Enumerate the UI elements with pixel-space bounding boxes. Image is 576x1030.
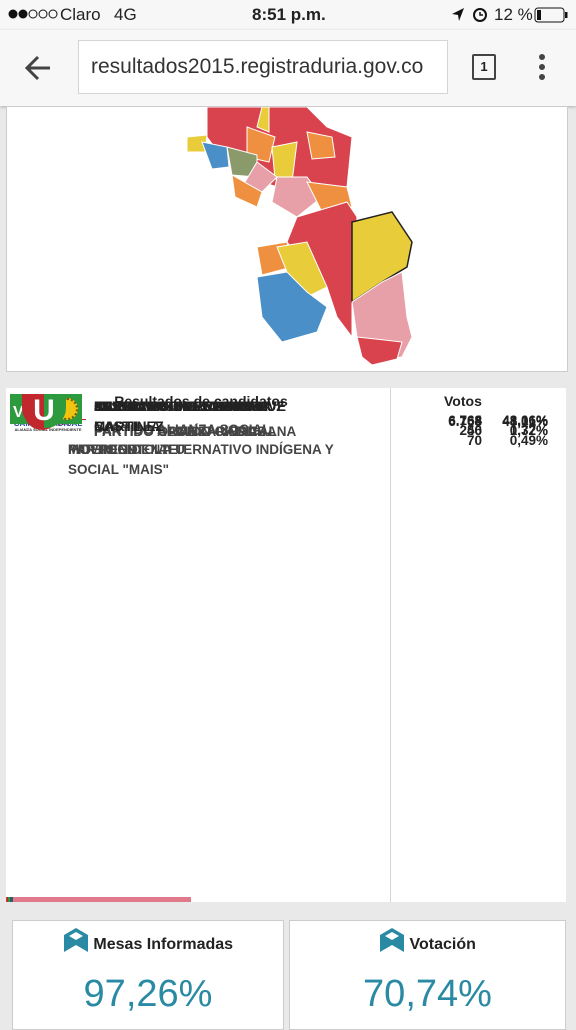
panel: Mesas Informadas 97,26%: [12, 920, 284, 1030]
result-row: ALIANZAVerdeASIS ELIAS CURE GARCIAPARTID…: [6, 388, 566, 902]
percent: 1,77%: [509, 423, 548, 438]
candidate-name: EBER MARTINEZ GARCIA: [94, 399, 262, 414]
candidate-name: ASIS ELIAS CURE GARCIA: [94, 399, 269, 414]
percent-bar: [6, 897, 8, 902]
logo-text: U: [22, 394, 66, 428]
back-button[interactable]: [24, 54, 52, 82]
carrier: Claro: [60, 5, 101, 24]
percent: 0,49%: [509, 432, 548, 448]
battery-label: 12 %: [494, 5, 533, 24]
icon: [63, 928, 88, 952]
panel-title: Votación: [409, 936, 476, 953]
party-name: MOVIMIENTO ALTERNATIVO INDÍGENA Y SOCIAL…: [68, 442, 334, 477]
map-panel: [6, 106, 568, 372]
header-votes: Votos: [444, 393, 482, 409]
votes: 164: [459, 413, 482, 428]
percent-bar: [6, 897, 191, 902]
votes: 250: [459, 423, 482, 438]
candidate-name: JUSTO MANUEL CABRERA CASTILLA: [94, 399, 271, 434]
party-name: PARTIDO ALIANZA VERDE: [94, 424, 266, 439]
votes: 6.768: [448, 413, 482, 429]
battery: [534, 7, 568, 23]
panel-header: Mesas Informadas: [13, 927, 283, 954]
time: 8:51 p.m.: [252, 5, 326, 24]
menu-button[interactable]: [536, 52, 548, 82]
signal: [8, 9, 58, 19]
party-name: PARTIDO ALIANZA SOCIAL INDEPENDIENTE: [68, 422, 271, 457]
candidate-name: MILTON MIGUEL MAURY RUZ: [94, 399, 285, 414]
icon: [380, 928, 405, 952]
candidate-name: KARINA ESTHER OSPINO MARTINEZ: [94, 399, 261, 434]
result-row: ASIALIANZA SOCIAL INDEPENDIENTECAYETANO …: [6, 388, 566, 902]
panel-header: Votación: [290, 927, 565, 954]
party-name: PARTIDO CAMBIO RADICAL: [94, 424, 277, 439]
votes: 46: [466, 422, 482, 438]
percent-bar: [6, 897, 11, 902]
browser-toolbar: resultados2015.registraduria.gov.co 1: [0, 30, 576, 106]
percent: 48,01%: [502, 413, 548, 429]
votes: 70: [466, 432, 482, 448]
percent: 1,16%: [509, 413, 548, 428]
results-table: Resultados de candidatos Votos ♛OPCIONCI…: [6, 388, 566, 902]
panel-value: 97,26%: [83, 973, 213, 1015]
candidate-name: CAYETANO JIMENEZ MUNIVE: [94, 399, 287, 414]
percent: 48,01%: [502, 413, 548, 428]
map: [186, 106, 413, 366]
cell-divider: [390, 388, 391, 902]
network: 4G: [114, 5, 137, 24]
status-bar: Claro 4G 8:51 p.m. 12 %: [0, 0, 576, 30]
tab-count[interactable]: 1: [472, 54, 496, 80]
panel: Votación 70,74%: [289, 920, 566, 1030]
header-candidates: Resultados de candidatos: [114, 393, 288, 409]
status-icons: [452, 8, 487, 22]
party-logo: U: [10, 394, 86, 428]
panel-title: Mesas Informadas: [93, 936, 234, 953]
votes: 6.768: [448, 413, 482, 428]
result-row: U KARINA ESTHER OSPINO MARTINEZ PARTIDO DE…: [6, 388, 566, 902]
percent: 0,32%: [509, 422, 548, 438]
panel-value: 70,74%: [363, 973, 492, 1015]
party-name: PARTIDO DE LA U: [68, 442, 185, 457]
result-row: MAISJUSTO MANUEL CABRERA CASTILLAMOVIMIE…: [6, 388, 566, 902]
url-field[interactable]: resultados2015.registraduria.gov.co: [78, 40, 448, 94]
party-name: PARTIDO OPCIÓN CIUDADANA: [94, 424, 297, 439]
